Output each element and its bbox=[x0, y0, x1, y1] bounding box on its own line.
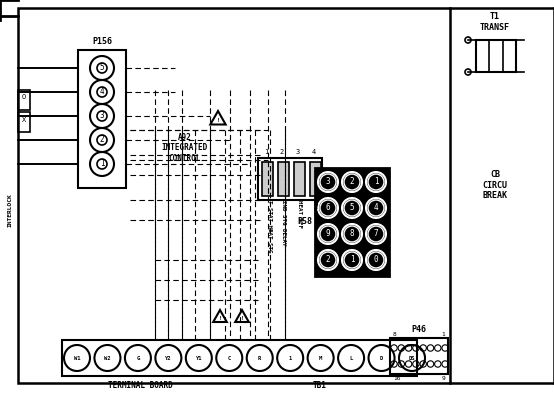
Bar bbox=[62, 340, 417, 376]
Bar bbox=[310, 162, 321, 196]
Text: D: D bbox=[380, 356, 383, 361]
Text: 4: 4 bbox=[312, 149, 316, 155]
Text: 1: 1 bbox=[100, 160, 104, 169]
Text: 7: 7 bbox=[374, 229, 378, 239]
Text: 3: 3 bbox=[326, 177, 330, 186]
Bar bbox=[18, 90, 30, 110]
Text: 9: 9 bbox=[326, 229, 330, 239]
Circle shape bbox=[342, 250, 362, 270]
Bar bbox=[18, 8, 450, 383]
Text: 6: 6 bbox=[326, 203, 330, 213]
Text: 2: 2 bbox=[100, 135, 104, 145]
Text: L: L bbox=[350, 356, 353, 361]
Text: DELAY: DELAY bbox=[311, 200, 316, 218]
Circle shape bbox=[342, 198, 362, 218]
Text: P58: P58 bbox=[297, 218, 312, 226]
Text: DS: DS bbox=[409, 356, 416, 361]
Circle shape bbox=[318, 250, 338, 270]
Circle shape bbox=[318, 224, 338, 244]
Text: 3: 3 bbox=[100, 111, 104, 120]
Text: C: C bbox=[228, 356, 231, 361]
Circle shape bbox=[366, 198, 386, 218]
Text: TB1: TB1 bbox=[313, 380, 327, 389]
Text: 4: 4 bbox=[374, 203, 378, 213]
Text: 3: 3 bbox=[296, 149, 300, 155]
Text: !: ! bbox=[218, 316, 222, 322]
Text: 4: 4 bbox=[100, 88, 104, 96]
Bar bbox=[294, 162, 305, 196]
Text: A92
INTEGRATED
CONTROL: A92 INTEGRATED CONTROL bbox=[162, 133, 208, 163]
Bar bbox=[18, 112, 30, 132]
Text: W2: W2 bbox=[104, 356, 111, 361]
Circle shape bbox=[366, 172, 386, 192]
Circle shape bbox=[342, 172, 362, 192]
Text: 2: 2 bbox=[280, 149, 284, 155]
Text: T1
TRANSF: T1 TRANSF bbox=[480, 12, 510, 32]
Circle shape bbox=[366, 224, 386, 244]
Text: 9: 9 bbox=[441, 376, 445, 380]
Bar bbox=[390, 338, 448, 374]
Text: 1: 1 bbox=[350, 256, 355, 265]
Circle shape bbox=[342, 224, 362, 244]
Text: O: O bbox=[22, 94, 26, 100]
Circle shape bbox=[366, 250, 386, 270]
Text: 2: 2 bbox=[350, 177, 355, 186]
Text: 0: 0 bbox=[374, 256, 378, 265]
Text: T-STAT HEAT STG: T-STAT HEAT STG bbox=[268, 200, 273, 252]
Bar bbox=[476, 40, 516, 72]
Text: 1: 1 bbox=[374, 177, 378, 186]
Circle shape bbox=[318, 172, 338, 192]
Text: !: ! bbox=[217, 118, 219, 124]
Text: 2: 2 bbox=[326, 256, 330, 265]
Text: P156: P156 bbox=[92, 38, 112, 47]
Text: HEAT OFF: HEAT OFF bbox=[297, 200, 302, 228]
Bar bbox=[278, 162, 289, 196]
Text: 5: 5 bbox=[100, 64, 104, 73]
Text: W1: W1 bbox=[74, 356, 80, 361]
Text: 1: 1 bbox=[441, 331, 445, 337]
Text: 16: 16 bbox=[393, 376, 401, 380]
Text: X: X bbox=[22, 117, 26, 123]
Text: G: G bbox=[136, 356, 140, 361]
Text: M: M bbox=[319, 356, 322, 361]
Circle shape bbox=[318, 198, 338, 218]
Text: 1: 1 bbox=[289, 356, 292, 361]
Bar bbox=[315, 168, 389, 276]
Text: !: ! bbox=[240, 316, 244, 322]
Text: CB
CIRCU
BREAK: CB CIRCU BREAK bbox=[483, 170, 507, 200]
Text: Y1: Y1 bbox=[196, 356, 202, 361]
Text: INTERLOCK: INTERLOCK bbox=[8, 193, 13, 227]
Text: Y2: Y2 bbox=[165, 356, 172, 361]
Text: P46: P46 bbox=[412, 325, 427, 335]
Text: TERMINAL BOARD: TERMINAL BOARD bbox=[107, 380, 172, 389]
Text: 2ND STG DELAY: 2ND STG DELAY bbox=[281, 200, 286, 246]
Bar bbox=[262, 162, 273, 196]
Text: 8: 8 bbox=[350, 229, 355, 239]
Text: R: R bbox=[258, 356, 261, 361]
Text: 1: 1 bbox=[264, 149, 268, 155]
Text: 5: 5 bbox=[350, 203, 355, 213]
Bar bbox=[258, 158, 322, 200]
Text: 8: 8 bbox=[393, 331, 397, 337]
Bar bbox=[78, 50, 126, 188]
